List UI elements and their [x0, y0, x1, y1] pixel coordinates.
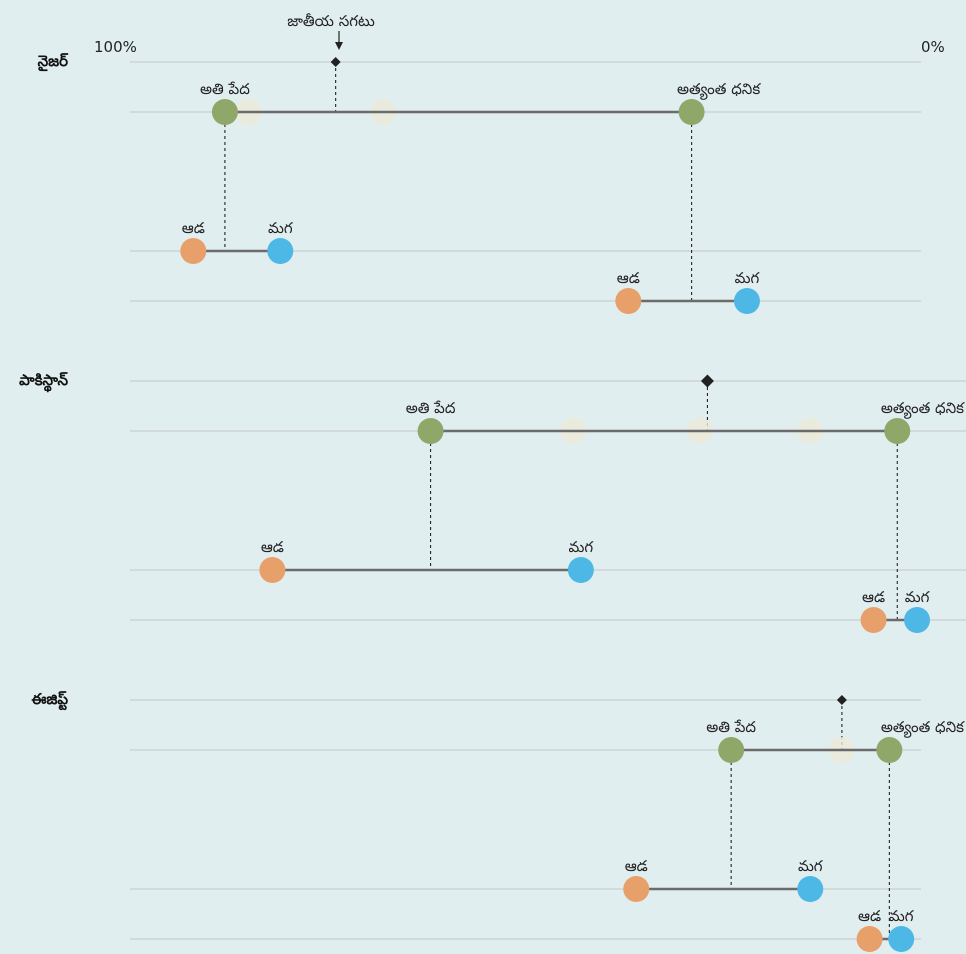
richest-female-label: ఆడ	[862, 588, 885, 606]
richest-point	[678, 99, 705, 125]
poorest-female-point	[623, 876, 650, 902]
national-average-marker	[836, 695, 847, 705]
richest-female-point	[615, 288, 642, 314]
poorest-male-label: మగ	[268, 219, 293, 237]
poorest-label: అతి పేద	[706, 718, 756, 736]
richest-male-label: మగ	[905, 588, 930, 606]
national-average-annotation: జాతీయ సగటు	[287, 12, 375, 30]
poorest-male-label: మగ	[798, 857, 823, 875]
richest-point	[884, 418, 911, 444]
richest-male-label: మగ	[735, 269, 760, 287]
national-average-marker	[330, 57, 341, 67]
national-average-marker	[700, 374, 714, 388]
poorest-female-point	[259, 557, 286, 583]
richest-male-point	[904, 607, 931, 633]
richest-male-point	[733, 288, 760, 314]
richest-label: అత్యంత ధనిక	[881, 718, 965, 738]
poorest-label: అతి పేద	[200, 80, 250, 98]
poorest-female-point	[180, 238, 207, 264]
poorest-male-label: మగ	[569, 538, 594, 556]
country-group: నైజర్ అతి పేద అత్యంత ధనిక ఆడ మగ ఆడ మగ	[38, 52, 921, 314]
richest-female-label: ఆడ	[858, 907, 881, 925]
poorest-point	[718, 737, 745, 763]
country-label: ఈజిప్ట్	[31, 690, 68, 711]
poorest-point	[211, 99, 238, 125]
poorest-female-label: ఆడ	[182, 219, 205, 237]
poorest-point	[417, 418, 444, 444]
poorest-label: అతి పేద	[406, 399, 456, 417]
poorest-female-label: ఆడ	[625, 857, 648, 875]
poorest-male-point	[567, 557, 594, 583]
poorest-male-point	[797, 876, 824, 902]
richest-label: అత్యంత ధనిక	[881, 399, 965, 419]
richest-label: అత్యంత ధనిక	[677, 80, 761, 100]
country-group: ఈజిప్ట్ అతి పేద అత్యంత ధనిక ఆడ మగ ఆడ మగ	[31, 690, 965, 952]
richest-male-point	[888, 926, 915, 952]
poorest-male-point	[267, 238, 294, 264]
country-group: పాకిస్థాన్ అతి పేద అత్యంత ధనిక ఆడ మగ ఆడ మగ	[19, 371, 966, 633]
poorest-female-label: ఆడ	[261, 538, 284, 556]
richest-point	[876, 737, 903, 763]
national-average-arrow	[335, 31, 343, 50]
richest-female-point	[856, 926, 883, 952]
richest-male-label: మగ	[889, 907, 914, 925]
richest-female-label: ఆడ	[617, 269, 640, 287]
axis-left-label: 100%	[94, 38, 137, 56]
richest-female-point	[860, 607, 887, 633]
country-label: పాకిస్థాన్	[19, 371, 68, 393]
axis-right-label: 0%	[921, 38, 945, 56]
country-label: నైజర్	[38, 52, 69, 72]
